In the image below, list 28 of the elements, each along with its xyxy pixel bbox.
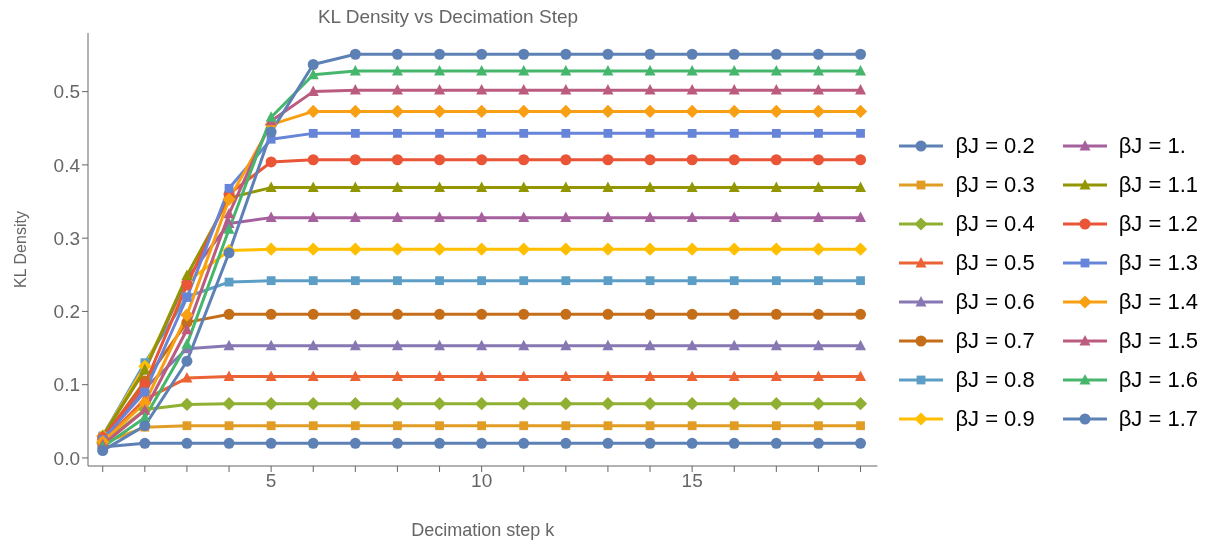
legend-label: βJ = 0.2 — [955, 132, 1035, 159]
y-tick-label: 0.4 — [53, 154, 81, 176]
x-tick-label: 10 — [471, 470, 493, 492]
y-tick-label: 0.2 — [53, 301, 80, 323]
legend-label: βJ = 1. — [1118, 132, 1186, 159]
y-axis-title: KL Density — [11, 211, 29, 288]
chart-title: KL Density vs Decimation Step — [316, 6, 580, 28]
legend-label: βJ = 0.5 — [955, 249, 1035, 276]
legend-label: βJ = 1.7 — [1118, 405, 1198, 432]
legend-label: βJ = 0.7 — [955, 327, 1035, 354]
y-tick-label: 0.0 — [53, 447, 80, 469]
legend-label: βJ = 0.9 — [955, 405, 1035, 432]
legend-label: βJ = 0.4 — [955, 210, 1035, 237]
legend-label: βJ = 1.5 — [1118, 327, 1198, 354]
legend-label: βJ = 1.6 — [1118, 366, 1198, 393]
y-tick-label: 0.1 — [53, 374, 80, 396]
legend-label: βJ = 1.4 — [1118, 288, 1198, 315]
x-axis-title: Decimation step k — [411, 520, 556, 540]
legend-label: βJ = 0.8 — [955, 366, 1035, 393]
y-tick-label: 0.5 — [53, 81, 80, 103]
legend-label: βJ = 1.1 — [1118, 171, 1198, 198]
x-tick-label: 15 — [681, 470, 703, 492]
x-tick-label: 5 — [265, 470, 277, 492]
legend-label: βJ = 1.2 — [1118, 210, 1198, 237]
legend-label: βJ = 0.3 — [955, 171, 1035, 198]
legend-label: βJ = 0.6 — [955, 288, 1035, 315]
legend-label: βJ = 1.3 — [1118, 249, 1198, 276]
y-tick-label: 0.3 — [53, 227, 80, 249]
